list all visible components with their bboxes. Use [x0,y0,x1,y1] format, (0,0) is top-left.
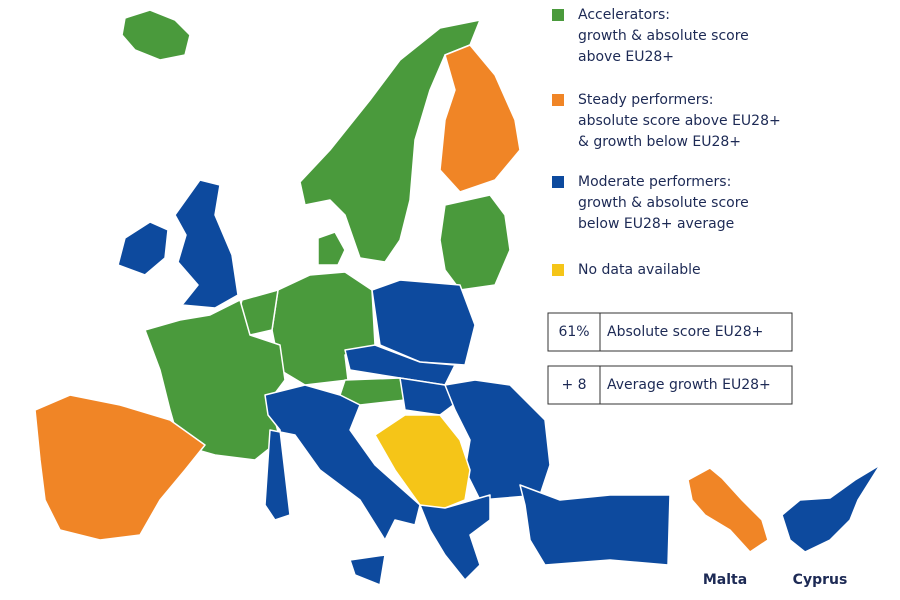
legend-text: absolute score above EU28+ [578,113,781,129]
legend-text: No data available [578,262,701,278]
score-boxes: 61% Absolute score EU28+ + 8 Average growth… [547,312,793,405]
legend-swatch [552,264,564,276]
scandinavia [299,19,481,263]
italy [264,384,421,541]
austria [339,377,406,406]
balkans [374,414,471,511]
turkey [519,484,671,566]
legend-text: Moderate performers: [578,174,731,190]
finland [439,44,521,193]
sicily [349,554,386,586]
cyprus [781,464,881,553]
box-value: 61% [558,324,589,340]
poland [371,279,476,366]
legend-swatch [552,9,564,21]
iberia [34,394,206,541]
inset-label: Malta [703,572,747,588]
hungary [399,377,461,416]
score-box [547,365,793,405]
legend-text: above EU28+ [578,49,674,65]
legend-text: Accelerators: [578,7,670,23]
ireland [117,221,169,276]
greece [419,494,491,581]
czechia-slovakia [344,344,456,386]
legend: Accelerators: growth & absolute score abov… [552,7,781,278]
iceland [121,9,191,61]
countries [34,9,881,586]
legend-text: Steady performers: [578,92,713,108]
inset-label: Cyprus [793,572,848,588]
legend-text: growth & absolute score [578,28,749,44]
box-label: Absolute score EU28+ [607,324,763,340]
legend-swatch [552,94,564,106]
malta [687,467,769,553]
legend-text: growth & absolute score [578,195,749,211]
uk [174,179,239,309]
denmark [317,231,346,266]
legend-swatch [552,176,564,188]
box-value: + 8 [561,377,586,393]
baltics [439,194,511,291]
legend-text: below EU28+ average [578,216,734,232]
legend-text: & growth below EU28+ [578,134,741,150]
score-box [547,312,793,352]
box-label: Average growth EU28+ [607,377,771,393]
